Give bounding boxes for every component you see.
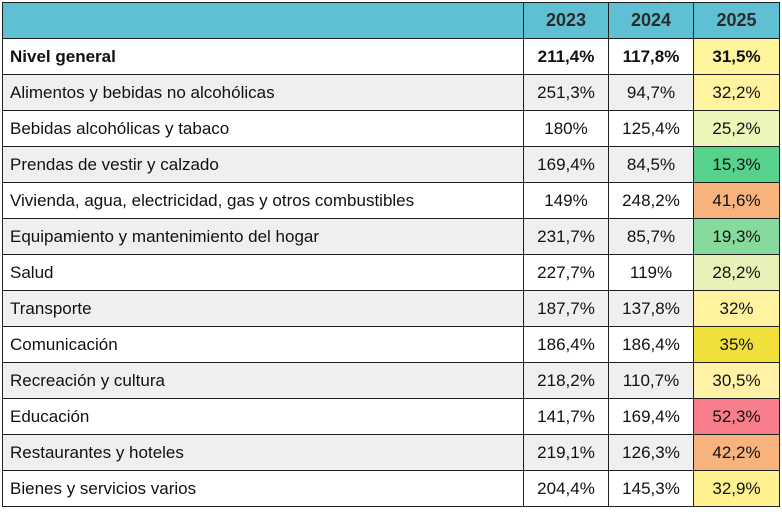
- value-2025: 41,6%: [693, 182, 780, 219]
- value-2023: 219,1%: [523, 434, 609, 471]
- header-2024: 2024: [608, 2, 694, 39]
- value-2023: 169,4%: [523, 146, 609, 183]
- value-2023: 180%: [523, 110, 609, 147]
- table-body: Nivel general 211,4% 117,8% 31,5% Alimentos …: [2, 38, 780, 507]
- table-row: Educación 141,7% 169,4% 52,3%: [2, 398, 780, 435]
- value-2025: 52,3%: [693, 398, 780, 435]
- header-category: [2, 2, 524, 39]
- row-label: Alimentos y bebidas no alcohólicas: [2, 74, 524, 111]
- row-label: Prendas de vestir y calzado: [2, 146, 524, 183]
- header-2023: 2023: [523, 2, 609, 39]
- value-2024: 117,8%: [608, 38, 694, 75]
- value-2023: 141,7%: [523, 398, 609, 435]
- table-row: Comunicación 186,4% 186,4% 35%: [2, 326, 780, 363]
- row-label: Equipamiento y mantenimiento del hogar: [2, 218, 524, 255]
- table-row: Nivel general 211,4% 117,8% 31,5%: [2, 38, 780, 75]
- value-2024: 137,8%: [608, 290, 694, 327]
- value-2024: 125,4%: [608, 110, 694, 147]
- row-label: Restaurantes y hoteles: [2, 434, 524, 471]
- value-2024: 84,5%: [608, 146, 694, 183]
- table-row: Bienes y servicios varios 204,4% 145,3% 32,…: [2, 470, 780, 507]
- value-2024: 126,3%: [608, 434, 694, 471]
- value-2023: 204,4%: [523, 470, 609, 507]
- value-2024: 145,3%: [608, 470, 694, 507]
- row-label: Transporte: [2, 290, 524, 327]
- value-2025: 25,2%: [693, 110, 780, 147]
- value-2025: 32,9%: [693, 470, 780, 507]
- row-label: Recreación y cultura: [2, 362, 524, 399]
- value-2025: 32,2%: [693, 74, 780, 111]
- value-2025: 31,5%: [693, 38, 780, 75]
- inflation-table: 2023 2024 2025 Nivel general 211,4% 117,8%…: [2, 2, 780, 507]
- table-row: Alimentos y bebidas no alcohólicas 251,3%…: [2, 74, 780, 111]
- row-label: Educación: [2, 398, 524, 435]
- table-row: Equipamiento y mantenimiento del hogar 23…: [2, 218, 780, 255]
- value-2024: 119%: [608, 254, 694, 291]
- value-2024: 110,7%: [608, 362, 694, 399]
- table-row: Recreación y cultura 218,2% 110,7% 30,5%: [2, 362, 780, 399]
- value-2023: 251,3%: [523, 74, 609, 111]
- value-2023: 227,7%: [523, 254, 609, 291]
- row-label: Vivienda, agua, electricidad, gas y otro…: [2, 182, 524, 219]
- value-2025: 15,3%: [693, 146, 780, 183]
- value-2025: 35%: [693, 326, 780, 363]
- table-row: Bebidas alcohólicas y tabaco 180% 125,4% 25…: [2, 110, 780, 147]
- row-label: Comunicación: [2, 326, 524, 363]
- row-label: Salud: [2, 254, 524, 291]
- value-2023: 218,2%: [523, 362, 609, 399]
- value-2024: 169,4%: [608, 398, 694, 435]
- table-row: Vivienda, agua, electricidad, gas y otro…: [2, 182, 780, 219]
- row-label: Bienes y servicios varios: [2, 470, 524, 507]
- value-2024: 94,7%: [608, 74, 694, 111]
- value-2023: 187,7%: [523, 290, 609, 327]
- value-2024: 248,2%: [608, 182, 694, 219]
- table-row: Salud 227,7% 119% 28,2%: [2, 254, 780, 291]
- value-2025: 19,3%: [693, 218, 780, 255]
- value-2025: 32%: [693, 290, 780, 327]
- value-2025: 42,2%: [693, 434, 780, 471]
- table-row: Transporte 187,7% 137,8% 32%: [2, 290, 780, 327]
- row-label: Nivel general: [2, 38, 524, 75]
- value-2025: 30,5%: [693, 362, 780, 399]
- header-2025: 2025: [693, 2, 780, 39]
- value-2023: 211,4%: [523, 38, 609, 75]
- value-2023: 231,7%: [523, 218, 609, 255]
- value-2025: 28,2%: [693, 254, 780, 291]
- value-2024: 186,4%: [608, 326, 694, 363]
- value-2023: 186,4%: [523, 326, 609, 363]
- header-row: 2023 2024 2025: [2, 2, 780, 39]
- table-row: Prendas de vestir y calzado 169,4% 84,5% 15…: [2, 146, 780, 183]
- value-2023: 149%: [523, 182, 609, 219]
- row-label: Bebidas alcohólicas y tabaco: [2, 110, 524, 147]
- value-2024: 85,7%: [608, 218, 694, 255]
- table-row: Restaurantes y hoteles 219,1% 126,3% 42,2%: [2, 434, 780, 471]
